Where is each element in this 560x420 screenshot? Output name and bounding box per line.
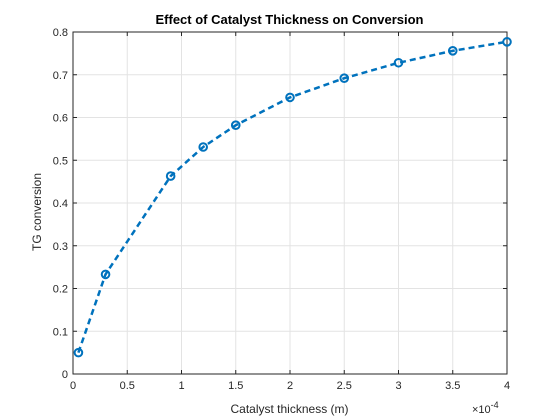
- data-point: [285, 92, 295, 103]
- x-exponent-power: -4: [491, 400, 499, 410]
- x-tick-label: 0.5: [120, 380, 135, 392]
- y-tick-label: 0.8: [53, 27, 68, 39]
- y-tick-label: 0.3: [53, 241, 68, 253]
- data-point: [339, 73, 350, 83]
- data-point: [198, 142, 208, 152]
- x-tick-label: 0: [70, 380, 76, 392]
- y-tick-label: 0.6: [53, 113, 68, 125]
- y-tick-label: 0.2: [53, 284, 68, 296]
- x-tick-label: 1.5: [228, 380, 243, 392]
- y-tick-label: 0: [62, 369, 68, 381]
- y-axis-label: TG conversion: [30, 173, 44, 251]
- x-exponent-base: ×10: [472, 404, 491, 416]
- y-tick-label: 0.7: [53, 70, 68, 82]
- y-tick-label: 0.1: [53, 326, 68, 338]
- data-point: [100, 269, 111, 280]
- chart-title: Effect of Catalyst Thickness on Conversi…: [155, 12, 423, 27]
- x-tick-label: 4: [504, 380, 510, 392]
- x-tick-label: 1: [178, 380, 184, 392]
- x-tick-label: 3.5: [445, 380, 460, 392]
- series-layer: [73, 37, 512, 358]
- data-point: [447, 46, 458, 56]
- data-point: [165, 171, 176, 181]
- x-exponent-label: ×10-4: [472, 400, 499, 416]
- data-point: [73, 347, 84, 358]
- y-tick-label: 0.5: [53, 155, 68, 167]
- ticks-layer: 0 0.5 1 1.5 2 2.5 3 3.5 4 0 0.1 0.2 0.3 0.4 0.5 0.6 0.7 0…: [53, 27, 510, 392]
- x-tick-label: 2: [287, 380, 293, 392]
- grid-layer: [73, 32, 507, 374]
- data-point: [502, 37, 512, 47]
- x-tick-label: 2.5: [337, 380, 352, 392]
- data-point: [393, 57, 404, 68]
- x-axis-label: Catalyst thickness (m): [230, 402, 348, 416]
- data-point: [230, 120, 241, 130]
- series-line: [77, 40, 508, 354]
- y-tick-label: 0.4: [53, 198, 68, 210]
- x-tick-label: 3: [395, 380, 401, 392]
